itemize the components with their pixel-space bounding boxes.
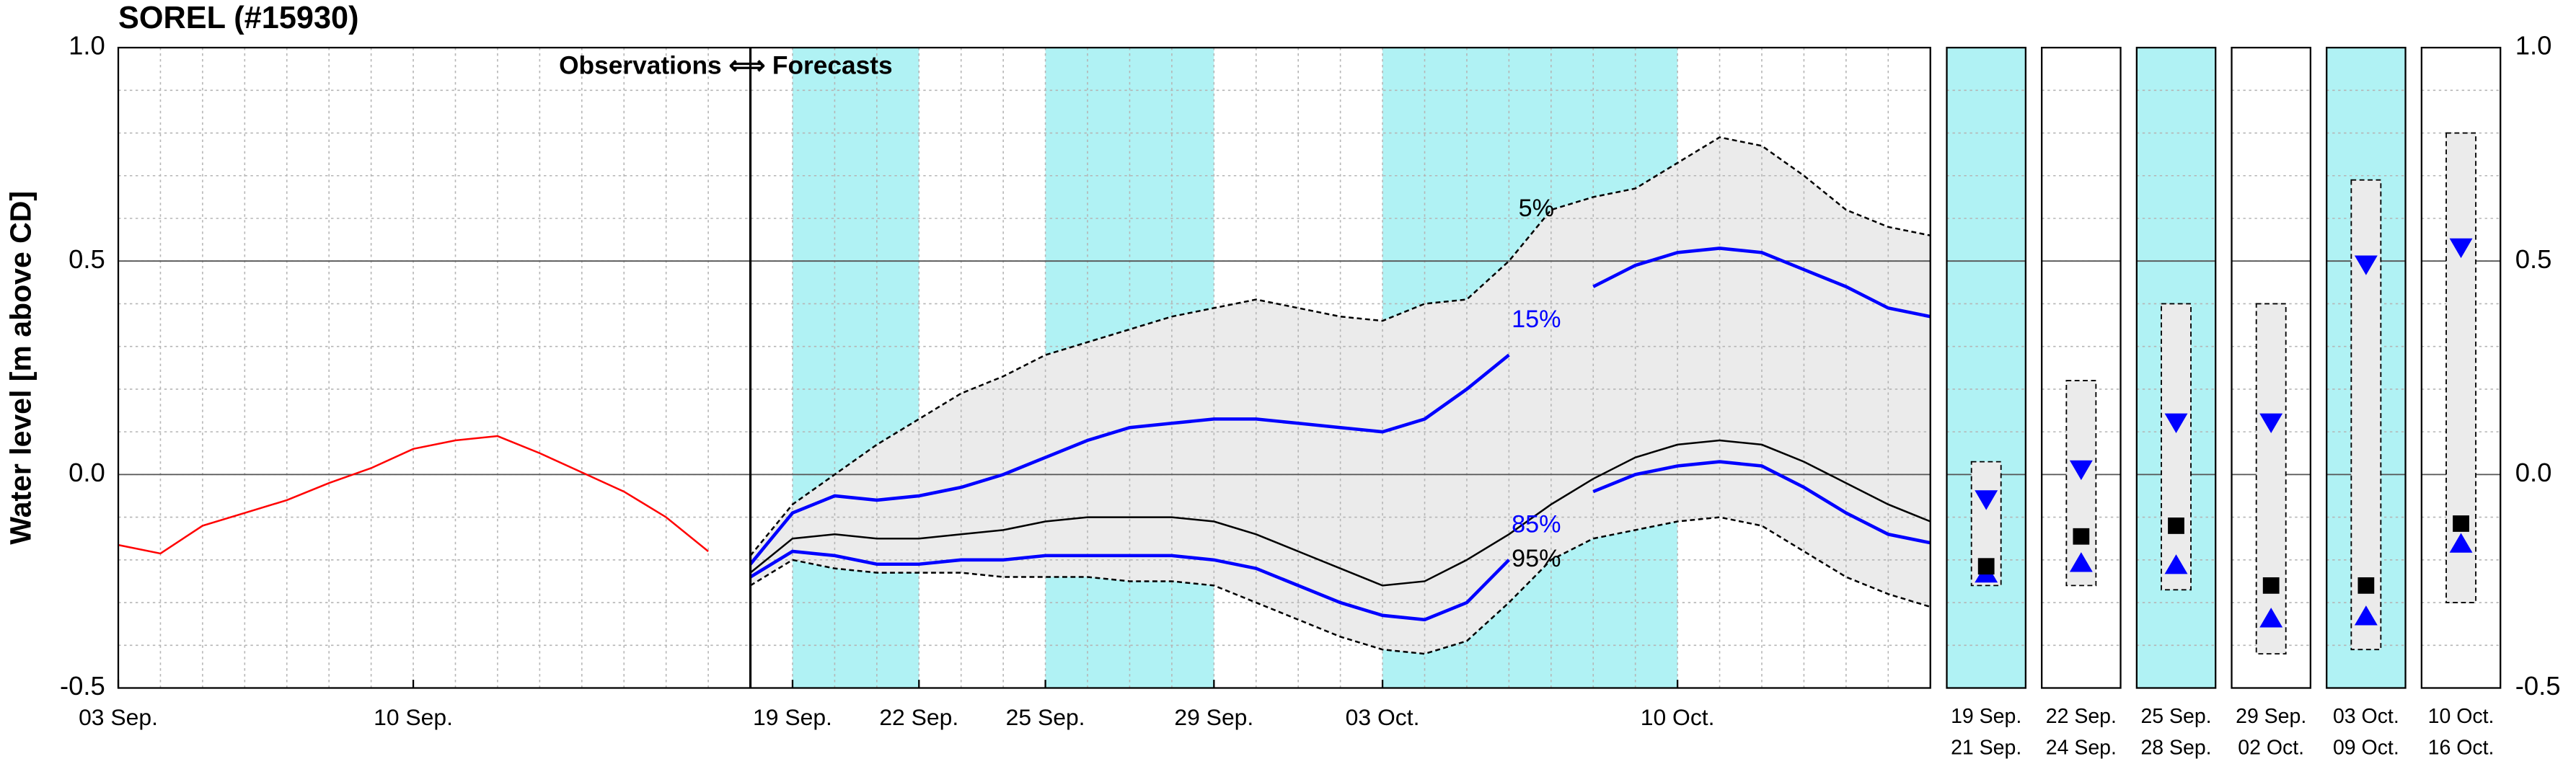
panel-label: 29 Sep.	[2236, 705, 2306, 728]
panel-label: 24 Sep.	[2046, 736, 2117, 759]
percentile-marker	[2164, 413, 2188, 433]
series-line	[749, 136, 1931, 556]
percentile-marker	[2069, 552, 2093, 572]
x-tick-label: 10 Oct.	[1641, 704, 1715, 730]
series-line	[749, 439, 1931, 587]
percentile-marker	[2164, 554, 2188, 574]
panel-label: 03 Oct.	[2333, 705, 2399, 728]
y-tick-label: -0.5	[60, 671, 105, 701]
range-box	[2161, 303, 2192, 591]
percentile-marker	[2259, 608, 2283, 628]
series-line	[749, 246, 1931, 566]
median-marker	[2357, 577, 2375, 594]
x-tick-label: 22 Sep.	[879, 704, 958, 730]
y2-tick-label: 0.5	[2515, 244, 2552, 274]
x-tick-label: 10 Sep.	[374, 704, 453, 730]
panel-label: 19 Sep.	[1951, 705, 2021, 728]
range-box	[2445, 132, 2476, 603]
series-label: 95%	[1512, 545, 1561, 572]
panel-background	[1946, 48, 2026, 688]
series-line	[118, 435, 709, 555]
median-marker	[2453, 515, 2469, 532]
shaded-period	[792, 48, 919, 688]
y2-tick-label: -0.5	[2515, 671, 2561, 701]
panel-frame	[2231, 46, 2312, 689]
panel-label: 21 Sep.	[1951, 736, 2021, 759]
panel-frame	[2326, 46, 2407, 689]
range-box	[2255, 303, 2287, 655]
panel-label: 09 Oct.	[2333, 736, 2399, 759]
panel-frame	[2420, 46, 2502, 689]
panel-label: 28 Sep.	[2140, 736, 2211, 759]
x-tick-label: 29 Sep.	[1174, 704, 1253, 730]
x-tick-label: 25 Sep.	[1006, 704, 1085, 730]
y-axis-label: Water level [m above CD]	[4, 191, 38, 545]
y-tick-label: 0.5	[69, 244, 105, 274]
series-line	[749, 460, 1931, 622]
series-label: 15%	[1512, 306, 1561, 333]
panel-label: 16 Oct.	[2428, 736, 2495, 759]
y-tick-label: 1.0	[69, 31, 105, 61]
percentile-marker	[1975, 490, 1998, 510]
plot-frame	[117, 46, 1931, 689]
median-marker	[2262, 577, 2280, 594]
percentile-marker	[2449, 533, 2473, 553]
panel-label: 10 Oct.	[2428, 705, 2495, 728]
panel-label: 02 Oct.	[2238, 736, 2304, 759]
percentile-marker	[2449, 238, 2473, 259]
panel-background	[2042, 48, 2121, 688]
panel-label: 25 Sep.	[2140, 705, 2211, 728]
y-tick-label: 0.0	[69, 458, 105, 487]
y2-tick-label: 1.0	[2515, 31, 2552, 61]
panel-frame	[2041, 46, 2122, 689]
x-tick-label: 03 Sep.	[79, 704, 158, 730]
median-marker	[1977, 558, 1995, 575]
panel-frame	[1946, 46, 2026, 689]
median-marker	[2168, 518, 2184, 534]
annotation: Observations ⟺ Forecasts	[559, 52, 893, 80]
panel-label: 22 Sep.	[2046, 705, 2117, 728]
x-tick-label: 19 Sep.	[753, 704, 832, 730]
series-label: 5%	[1519, 195, 1554, 222]
x-tick-label: 03 Oct.	[1346, 704, 1420, 730]
series-line	[749, 516, 1931, 655]
percentile-marker	[2259, 413, 2283, 433]
y2-tick-label: 0.0	[2515, 458, 2552, 487]
series-label: 85%	[1512, 510, 1561, 538]
percentile-marker	[2354, 255, 2378, 275]
panel-frame	[2135, 46, 2217, 689]
range-box	[2065, 380, 2097, 587]
percentile-marker	[2354, 605, 2378, 626]
percentile-marker	[2069, 460, 2093, 481]
chart-title: SOREL (#15930)	[118, 1, 358, 35]
median-marker	[2073, 528, 2090, 545]
